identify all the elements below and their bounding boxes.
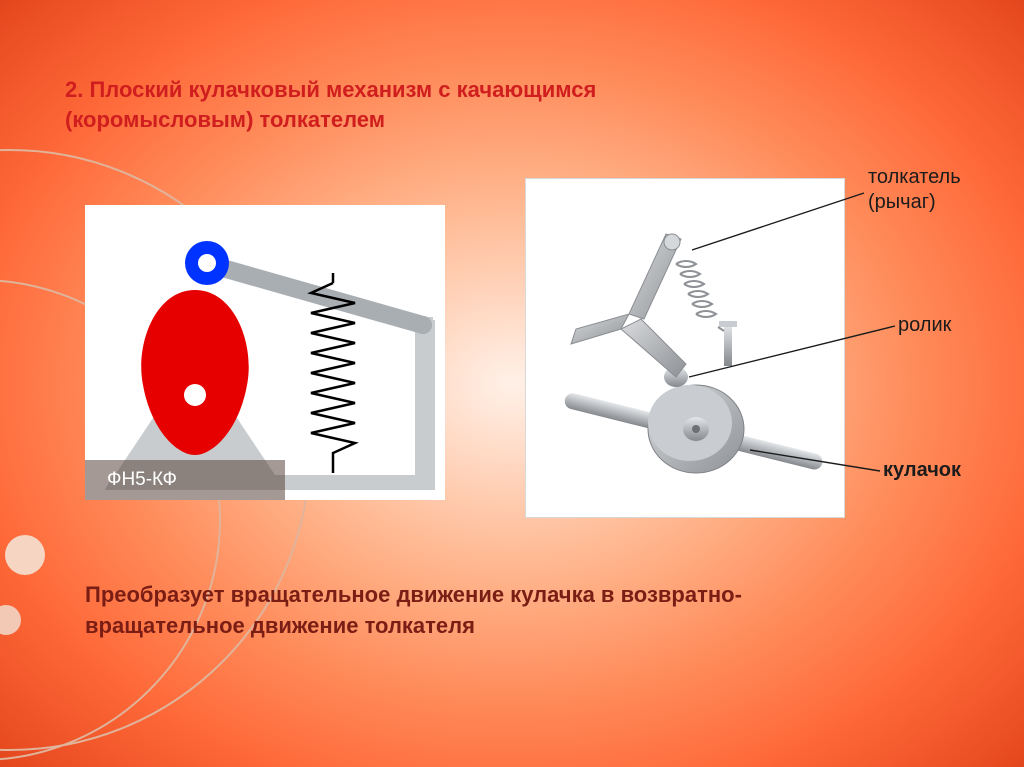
slide: 2. Плоский кулачковый механизм с качающи… <box>0 0 1024 767</box>
cam-mechanism-2d <box>85 205 445 500</box>
body-line-2: вращательное движение толкателя <box>85 611 984 642</box>
slide-body-text: Преобразует вращательное движение кулачк… <box>85 580 984 642</box>
body-line-1: Преобразует вращательное движение кулачк… <box>85 580 984 611</box>
title-line-2: (коромысловым) толкателем <box>65 105 984 135</box>
label-follower: толкатель (рычаг) <box>868 165 961 215</box>
figure-right <box>525 178 845 518</box>
figure-left-caption: ФН5-КФ <box>85 460 285 500</box>
title-line-1: 2. Плоский кулачковый механизм с качающи… <box>65 75 984 105</box>
label-roller: ролик <box>898 313 951 338</box>
label-cam: кулачок <box>883 458 961 483</box>
figure-left <box>85 205 445 500</box>
slide-title: 2. Плоский кулачковый механизм с качающи… <box>65 75 984 134</box>
cam-mechanism-3d <box>526 179 846 519</box>
